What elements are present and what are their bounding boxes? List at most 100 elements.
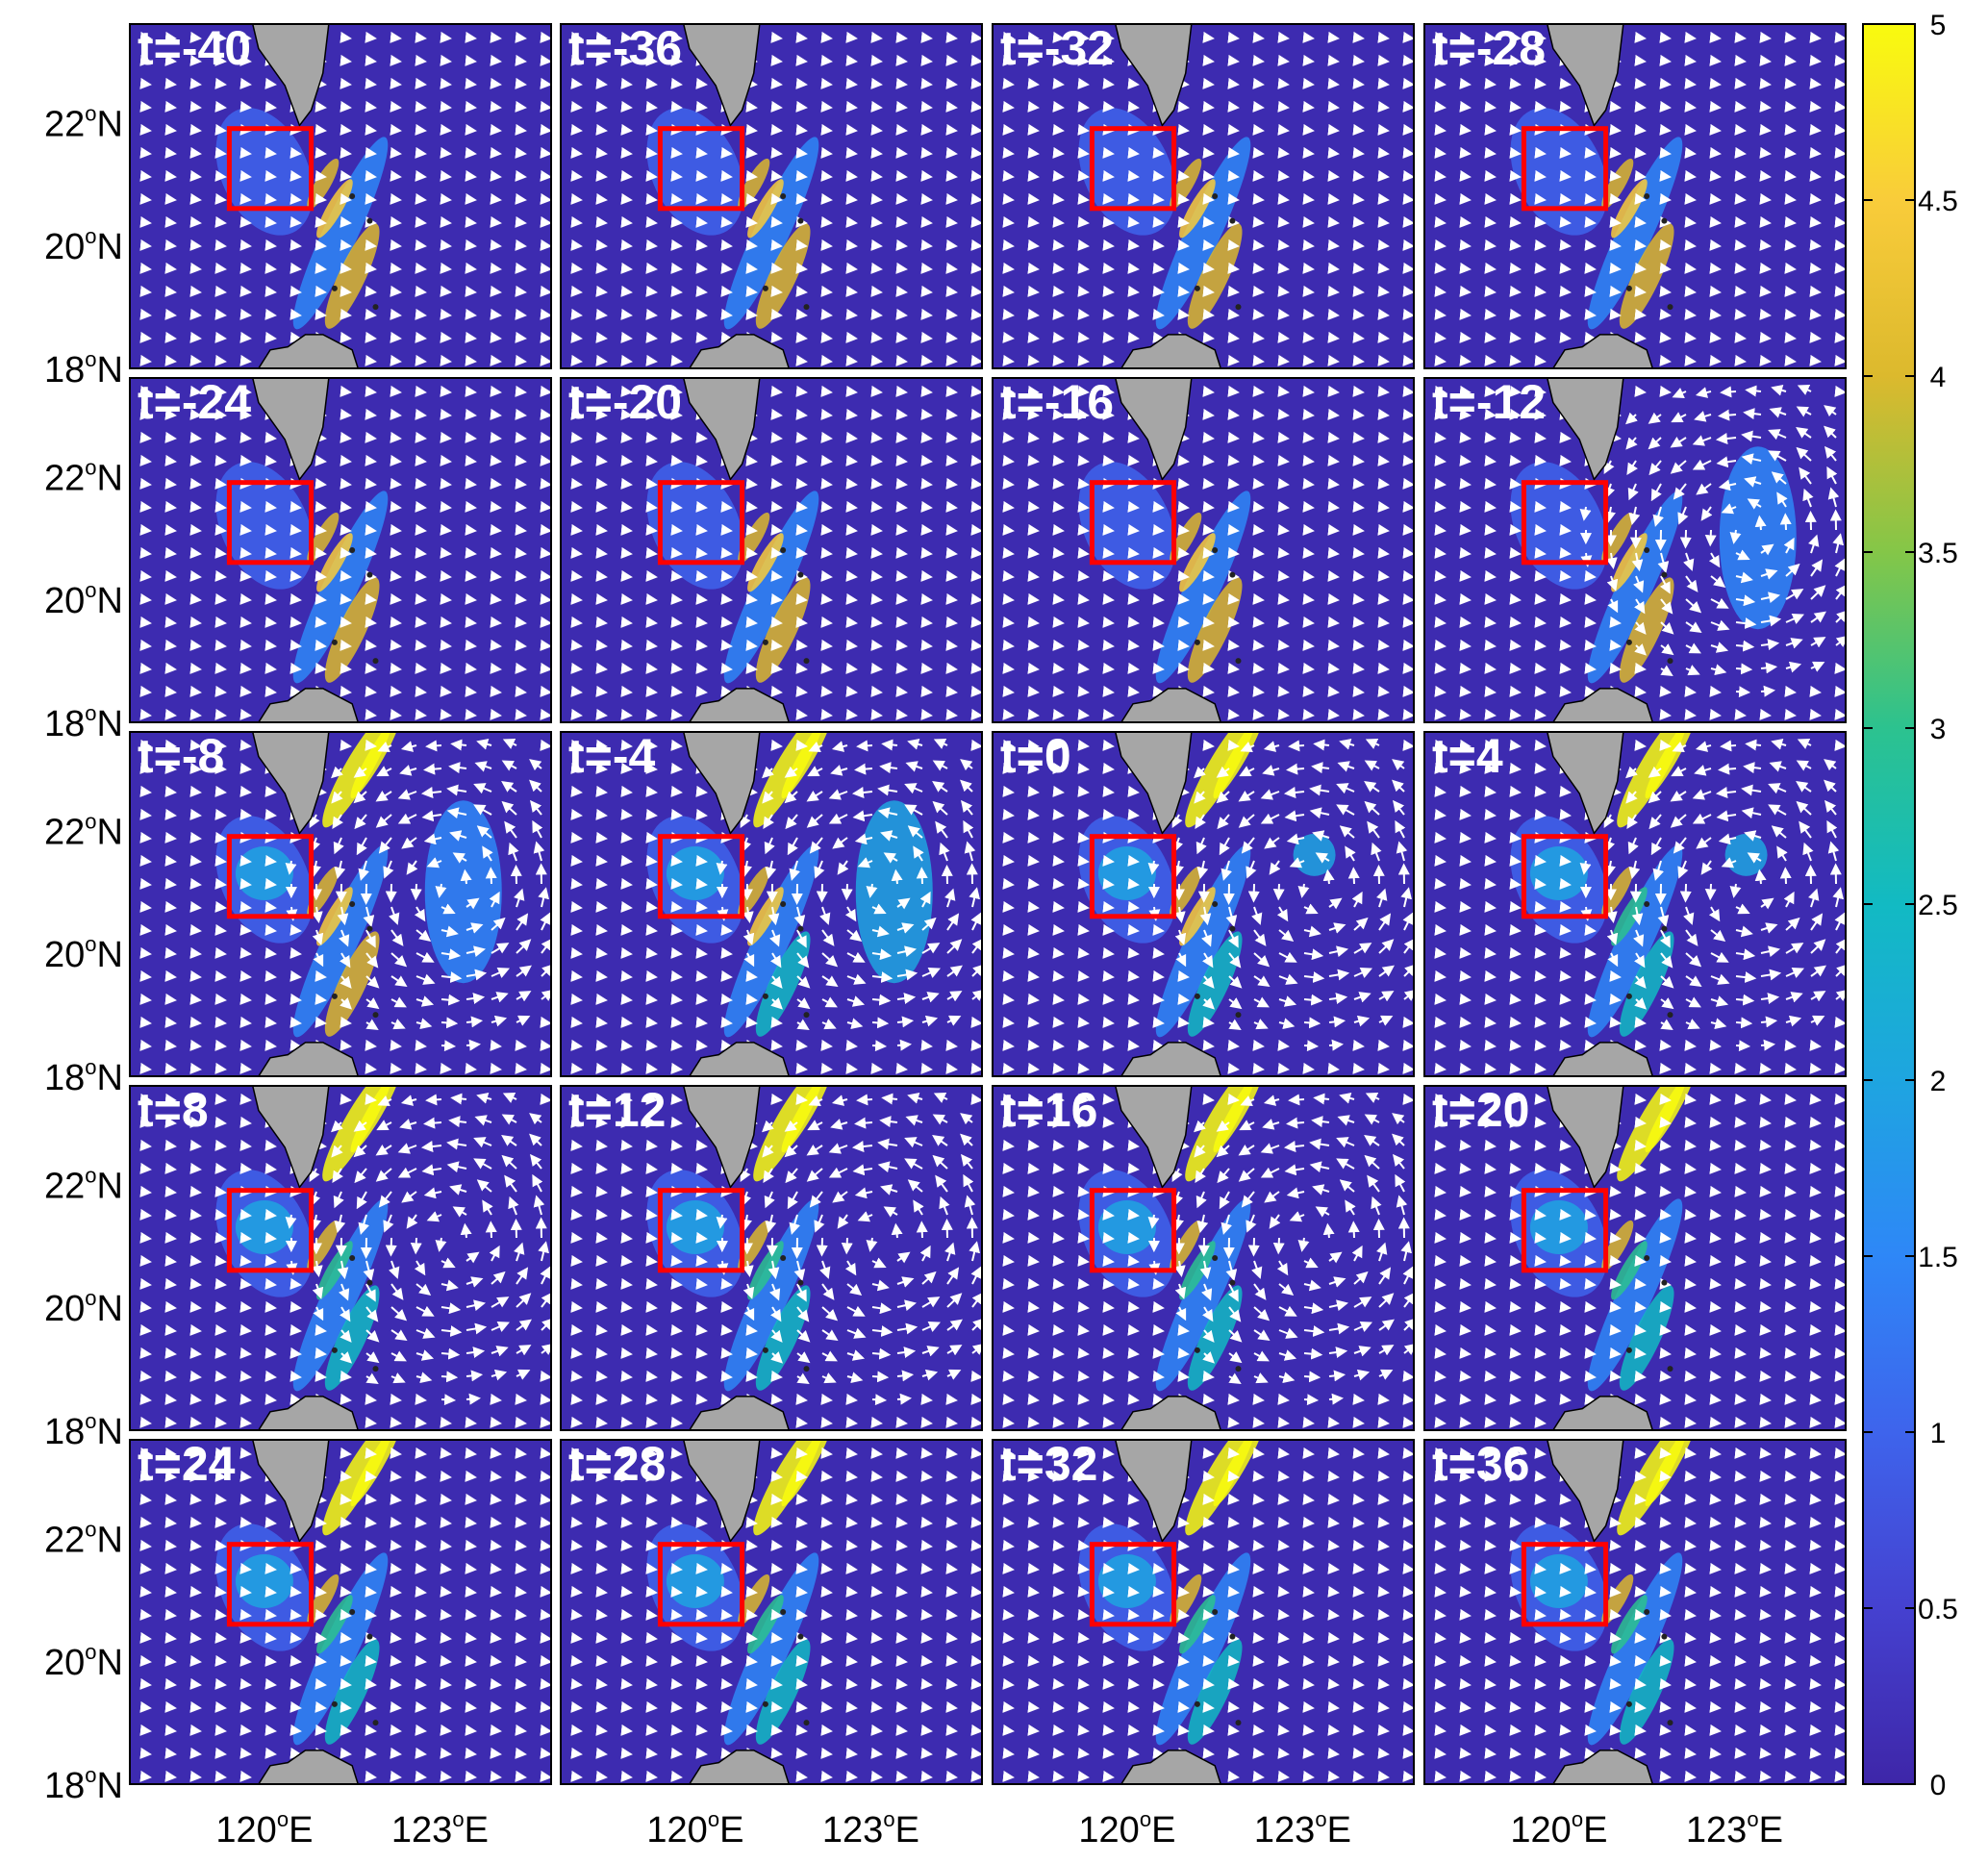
vector-arrow [239,454,252,466]
vector-arrow [570,831,583,843]
vector-arrow [1709,77,1722,89]
vector-arrow [945,1447,958,1459]
vector-arrow [645,169,658,182]
vector-arrow [1784,1139,1797,1151]
vector-arrow [720,1039,733,1051]
vector-arrow [595,1039,608,1051]
vector-arrow [450,1093,467,1105]
speed-contour [1529,1200,1588,1255]
vector-arrow [390,169,402,182]
vector-arrow [620,1139,633,1151]
vector-arrow [1227,285,1240,297]
vector-arrow [1302,708,1315,720]
vector-arrow [465,1724,477,1736]
vector-arrow [1102,662,1115,674]
vector-arrow [264,1631,277,1644]
vector-arrow [1735,994,1755,1006]
vector-arrow [264,569,277,582]
vector-arrow [515,1539,527,1551]
vector-arrow [1534,546,1547,559]
vector-arrow [1484,1185,1497,1197]
vector-arrow [1809,54,1822,66]
vector-arrow [415,546,427,559]
vector-arrow [570,877,583,890]
vector-arrow [1684,1231,1697,1244]
vector-arrow [1402,215,1414,228]
vector-arrow [214,969,227,982]
vector-arrow [423,1117,442,1129]
vector-arrow [264,1747,277,1759]
vector-arrow [570,1585,583,1598]
vector-arrow [1327,1416,1340,1428]
vector-arrow [1352,100,1365,113]
vector-arrow [595,1185,608,1197]
vector-arrow [1434,354,1447,366]
vector-arrow [595,900,608,913]
vector-arrow [1302,523,1315,536]
vector-arrow [945,354,958,366]
vector-arrow [881,739,898,751]
island [366,217,373,224]
vector-arrow [214,1062,227,1074]
vector-arrow [620,1370,633,1382]
vector-arrow [920,1039,933,1051]
vector-arrow [645,1677,658,1690]
vector-arrow [390,262,402,274]
vector-arrow [1459,523,1472,536]
vector-arrow [1734,708,1747,720]
vector-arrow [970,385,982,397]
vector-arrow [1052,1231,1065,1244]
vector-arrow [670,1724,683,1736]
vector-arrow [1002,192,1015,205]
vector-arrow [1002,1608,1015,1621]
vector-arrow [214,877,227,890]
vector-arrow [645,616,658,628]
vector-arrow [1584,639,1597,651]
vector-arrow [540,1470,551,1482]
vector-arrow [895,1416,908,1428]
vector-arrow [164,431,177,443]
vector-arrow [1077,1393,1090,1405]
vector-arrow [1534,431,1547,443]
vector-arrow [1484,569,1497,582]
vector-arrow [1559,1393,1572,1405]
vector-arrow [1784,215,1797,228]
vector-arrow [1252,262,1265,274]
vector-arrow [820,192,833,205]
vector-arrow [239,169,252,182]
vector-arrow [845,1677,858,1690]
vector-arrow [620,123,633,136]
island [1235,304,1242,311]
vector-arrow [189,708,202,720]
vector-arrow [365,1039,377,1051]
vector-arrow [1227,431,1240,443]
vector-arrow [1509,1062,1522,1074]
vector-arrow [945,1654,958,1667]
vector-arrow [1352,569,1365,582]
vector-arrow [1002,1139,1015,1151]
vector-arrow [845,569,858,582]
vector-arrow [1152,331,1165,343]
vector-arrow [1534,1347,1547,1359]
vector-arrow [645,1747,658,1759]
vector-arrow [490,239,502,251]
vector-arrow [315,1724,327,1736]
vector-arrow [1277,123,1290,136]
vector-arrow [490,285,502,297]
vector-arrow [870,262,883,274]
vector-arrow [1459,1016,1472,1028]
vector-arrow [895,54,908,66]
vector-arrow [340,1654,352,1667]
vector-arrow [1609,1323,1622,1336]
vector-arrow [1002,1493,1015,1505]
vector-arrow [239,1608,252,1621]
vector-arrow [1052,1347,1065,1359]
vector-arrow [1352,239,1365,251]
vector-arrow [1459,431,1472,443]
vector-arrow [1102,592,1115,605]
vector-arrow [770,1393,783,1405]
vector-arrow [1227,708,1240,720]
vector-arrow [365,1724,377,1736]
vector-arrow [1102,1300,1115,1313]
vector-arrow [465,592,477,605]
